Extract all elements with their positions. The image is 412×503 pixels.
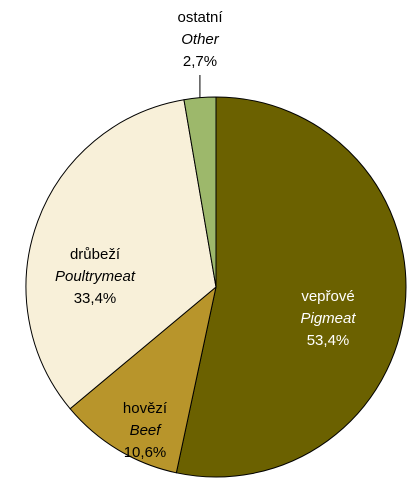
slice-value: 33,4% <box>74 290 117 307</box>
slice-label-en: Beef <box>130 422 163 439</box>
slice-label: drůbeží <box>70 246 121 263</box>
slice-value: 10,6% <box>124 444 167 461</box>
slice-label-en: Poultrymeat <box>55 268 136 285</box>
pie-slice <box>69 285 217 474</box>
slice-label-en: Pigmeat <box>300 310 356 327</box>
pie-slice <box>175 96 407 478</box>
slice-value: 53,4% <box>307 332 350 349</box>
pie-slice <box>25 99 217 410</box>
slice-value: 2,7% <box>183 53 217 70</box>
slice-label: ostatní <box>177 9 223 26</box>
slice-label-en: Other <box>181 31 220 48</box>
slice-label: hovězí <box>123 400 168 417</box>
slice-label: vepřové <box>301 288 354 305</box>
